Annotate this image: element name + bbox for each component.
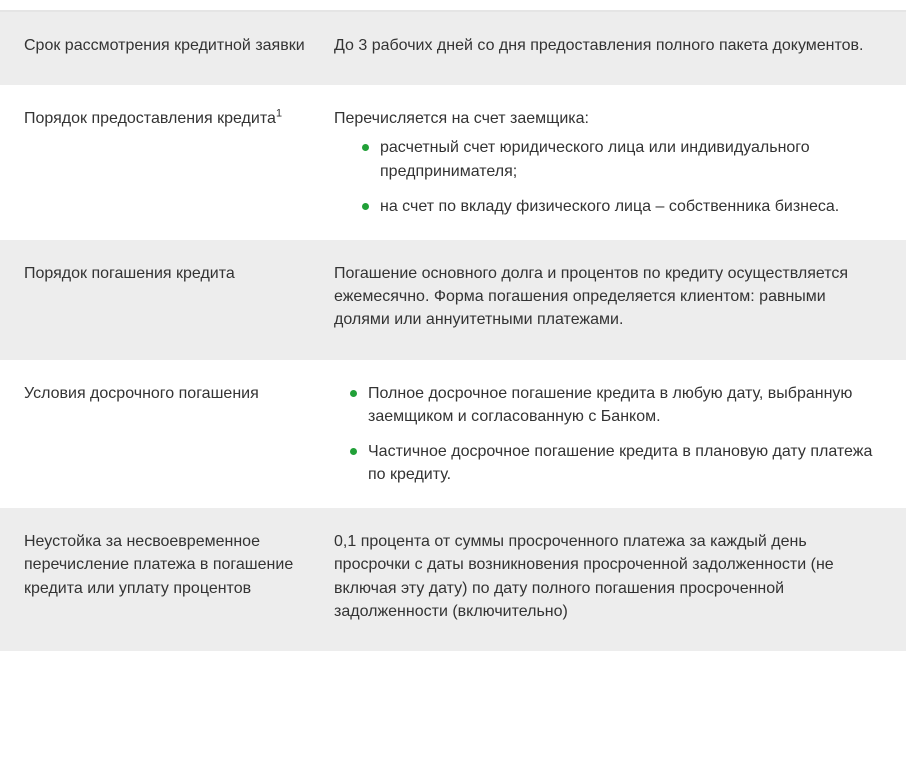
row-value: До 3 рабочих дней со дня предоставления …: [334, 34, 882, 63]
label-text: Условия досрочного погашения: [24, 385, 259, 402]
bullet-list: Полное досрочное погашение кредита в люб…: [334, 382, 882, 487]
label-footnote: 1: [276, 108, 282, 120]
table-row: Порядок погашения кредита Погашение осно…: [0, 240, 906, 360]
credit-terms-table: Срок рассмотрения кредитной заявки До 3 …: [0, 10, 906, 651]
row-label: Условия досрочного погашения: [24, 382, 334, 487]
label-text: Порядок предоставления кредита: [24, 110, 276, 127]
list-item: на счет по вкладу физического лица – соб…: [364, 195, 882, 218]
row-value: Перечисляется на счет заемщика: расчетны…: [334, 107, 882, 218]
table-row: Условия досрочного погашения Полное доср…: [0, 360, 906, 509]
label-text: Срок рассмотрения кредитной заявки: [24, 37, 305, 54]
value-text: До 3 рабочих дней со дня предоставления …: [334, 34, 882, 57]
list-item: расчетный счет юридического лица или инд…: [364, 136, 882, 182]
label-text: Порядок погашения кредита: [24, 265, 235, 282]
row-value: 0,1 процента от суммы просроченного плат…: [334, 530, 882, 629]
row-label: Порядок предоставления кредита1: [24, 107, 334, 218]
row-label: Порядок погашения кредита: [24, 262, 334, 338]
table-row: Срок рассмотрения кредитной заявки До 3 …: [0, 12, 906, 85]
table-row: Неустойка за несвоевременное перечислени…: [0, 508, 906, 651]
list-item: Частичное досрочное погашение кредита в …: [352, 440, 882, 486]
label-text: Неустойка за несвоевременное перечислени…: [24, 533, 293, 596]
list-item: Полное досрочное погашение кредита в люб…: [352, 382, 882, 428]
value-text: Перечисляется на счет заемщика:: [334, 107, 882, 130]
row-value: Погашение основного долга и процентов по…: [334, 262, 882, 338]
row-value: Полное досрочное погашение кредита в люб…: [334, 382, 882, 487]
row-label: Неустойка за несвоевременное перечислени…: [24, 530, 334, 629]
value-text: 0,1 процента от суммы просроченного плат…: [334, 530, 882, 623]
row-label: Срок рассмотрения кредитной заявки: [24, 34, 334, 63]
table-row: Порядок предоставления кредита1 Перечисл…: [0, 85, 906, 240]
bullet-list: расчетный счет юридического лица или инд…: [334, 136, 882, 218]
value-text: Погашение основного долга и процентов по…: [334, 262, 882, 332]
